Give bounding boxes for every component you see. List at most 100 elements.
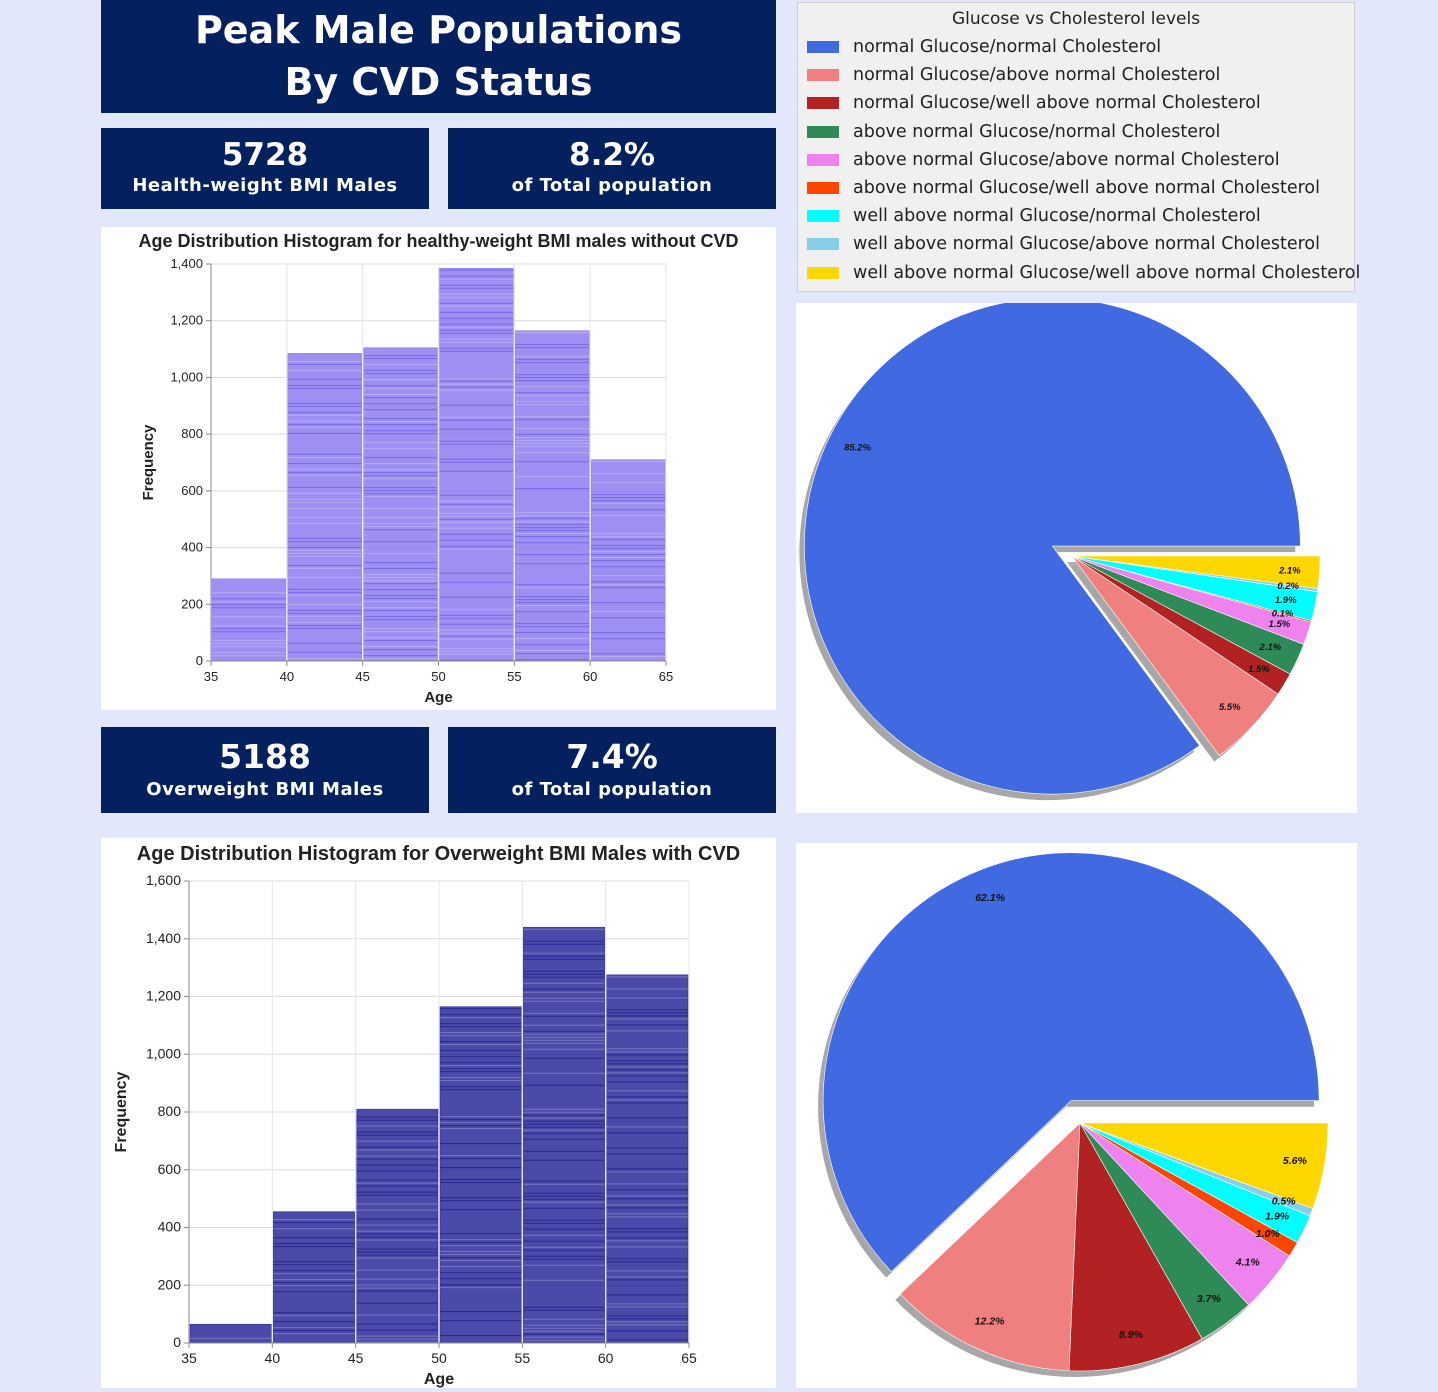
pie-slice (899, 1122, 1081, 1372)
y-tick-label: 800 (181, 426, 203, 441)
histogram-bar (606, 974, 689, 1344)
pie-panel-overweight: 62.1% 12.2% 8.9% 3.7% 4.1% 1.0% 1.9% 0.5% 5.6% (796, 843, 1357, 1388)
y-tick-label: 600 (158, 1161, 182, 1177)
histogram-bar (523, 926, 605, 1344)
legend-item: above normal Glucose/above normal Choles… (798, 146, 1354, 174)
legend-item: normal Glucose/above normal Cholesterol (798, 61, 1354, 89)
bar-fill (273, 1211, 355, 1344)
pie-slice-label: 1.9% (1275, 595, 1297, 606)
histogram-bar (439, 1006, 522, 1344)
pie-slice-label: 2.1% (1278, 565, 1301, 576)
legend-label: well above normal Glucose/normal Cholest… (853, 206, 1261, 227)
y-tick-label: 1,000 (170, 369, 203, 384)
legend-swatch (807, 69, 839, 82)
bar-fill (515, 330, 590, 662)
y-tick-label: 1,400 (146, 930, 181, 946)
kpi-card-healthy-count: 5728 Health-weight BMI Males (101, 128, 429, 209)
dashboard-title: Peak Male Populations By CVD Status (101, 0, 776, 113)
bar-fill (287, 353, 362, 662)
pie-slice-label: 3.7% (1197, 1293, 1222, 1305)
pie-slices (822, 852, 1329, 1372)
legend-label: normal Glucose/above normal Cholesterol (853, 65, 1221, 86)
legend-item: normal Glucose/well above normal Cholest… (798, 89, 1354, 117)
legend-item: well above normal Glucose/well above nor… (798, 259, 1360, 287)
title-line-1: Peak Male Populations (194, 8, 683, 52)
pie-legend: Glucose vs Cholesterol levels normal Glu… (797, 2, 1360, 292)
y-tick-label: 1,600 (146, 872, 181, 888)
kpi-card-healthy-pct: 8.2% of Total population (448, 128, 776, 209)
legend-label: above normal Glucose/normal Cholesterol (853, 121, 1221, 142)
legend-label: above normal Glucose/well above normal C… (853, 177, 1320, 198)
histogram-panel-overweight: Age Distribution Histogram for Overweigh… (101, 838, 776, 1388)
pie-slice (822, 852, 1320, 1273)
histogram-bar (439, 268, 514, 662)
legend-list: normal Glucose/normal Cholesterol normal … (798, 33, 1360, 287)
y-tick-label: 800 (158, 1103, 182, 1119)
kpi-label: of Total population (511, 779, 713, 800)
pie-slice-label: 0.5% (1272, 1195, 1297, 1207)
x-tick-label: 40 (280, 669, 294, 684)
pie-slice-label: 2.1% (1259, 642, 1282, 653)
histogram-panel-healthy: Age Distribution Histogram for healthy-w… (101, 227, 776, 710)
pie-slice-label: 12.2% (975, 1316, 1005, 1328)
x-tick-label: 65 (659, 669, 673, 684)
x-tick-label: 50 (431, 1350, 447, 1366)
pie-slice (1071, 555, 1321, 589)
legend-swatch (807, 97, 839, 110)
pie-slices (804, 297, 1321, 795)
legend-item: above normal Glucose/normal Cholesterol (798, 118, 1354, 146)
x-axis-label: Age (424, 689, 452, 706)
legend-label: normal Glucose/normal Cholesterol (853, 37, 1162, 57)
y-tick-label: 1,400 (170, 256, 203, 271)
legend-item: above normal Glucose/well above normal C… (798, 174, 1354, 202)
histogram-overweight: Age Distribution Histogram for Overweigh… (113, 843, 740, 1388)
pie-slice-label: 1.9% (1265, 1211, 1290, 1223)
x-tick-label: 60 (583, 669, 597, 684)
legend-title: Glucose vs Cholesterol levels (951, 9, 1201, 29)
kpi-value: 5728 (221, 137, 309, 173)
y-tick-label: 1,200 (146, 988, 181, 1004)
legend-swatch (807, 153, 839, 166)
title-line-2: By CVD Status (284, 60, 593, 104)
kpi-value: 8.2% (569, 137, 655, 173)
kpi-card-overweight-pct: 7.4% of Total population (448, 727, 776, 813)
histogram-bar (211, 578, 287, 662)
histogram-bar (590, 459, 666, 662)
pie-slice-label: 0.2% (1277, 581, 1299, 592)
legend-swatch (807, 210, 839, 223)
chart-title: Age Distribution Histogram for healthy-w… (138, 231, 738, 251)
bar-fill (606, 974, 689, 1344)
kpi-label: Health-weight BMI Males (132, 175, 398, 196)
kpi-card-overweight-count: 5188 Overweight BMI Males (101, 727, 429, 813)
x-tick-label: 35 (181, 1350, 197, 1366)
histogram-bar (356, 1108, 439, 1344)
pie-slice-label: 0.1% (1272, 609, 1294, 620)
pie-slice (1079, 1122, 1329, 1209)
legend-swatch (807, 266, 839, 279)
y-tick-label: 200 (158, 1276, 182, 1292)
legend-swatch (807, 238, 839, 251)
pie-panel-healthy: 85.2% 5.5% 1.5% 2.1% 1.5% 0.1% 1.9% 0.2% 2.1% (796, 297, 1357, 813)
x-tick-label: 55 (515, 1350, 531, 1366)
histogram-bar (287, 353, 362, 662)
x-tick-label: 65 (681, 1350, 697, 1366)
bar-fill (211, 578, 287, 662)
pie-slice-label: 1.5% (1248, 664, 1270, 675)
kpi-value: 5188 (219, 737, 311, 776)
kpi-value: 7.4% (566, 737, 658, 776)
x-tick-label: 45 (348, 1350, 364, 1366)
kpi-label: Overweight BMI Males (146, 779, 384, 800)
x-tick-label: 45 (355, 669, 369, 684)
y-tick-label: 400 (158, 1219, 182, 1235)
legend-label: normal Glucose/well above normal Cholest… (853, 93, 1261, 114)
pie-slice-label: 5.6% (1283, 1155, 1308, 1167)
x-axis-label: Age (424, 1371, 454, 1388)
pie-slice-label: 1.5% (1269, 619, 1291, 630)
y-tick-label: 400 (181, 540, 203, 555)
bar-fill (363, 347, 438, 662)
chart-title: Age Distribution Histogram for Overweigh… (137, 843, 740, 865)
histogram-bar (189, 1323, 272, 1344)
pie-slice-label: 5.5% (1219, 702, 1241, 713)
y-tick-label: 200 (181, 596, 203, 611)
pie-slice (1068, 1121, 1203, 1372)
